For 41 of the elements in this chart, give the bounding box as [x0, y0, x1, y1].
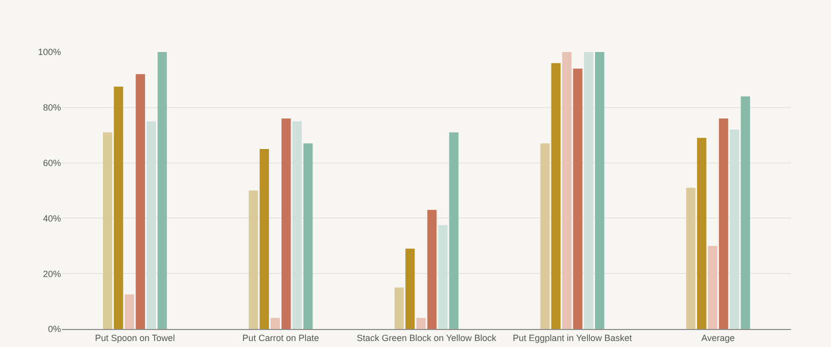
bar [303, 143, 313, 329]
bar [740, 96, 750, 329]
bar [416, 318, 426, 329]
bar [146, 121, 156, 329]
bar [282, 118, 291, 329]
bar [136, 74, 146, 329]
bar [584, 52, 594, 329]
bar [248, 190, 258, 329]
bar [394, 287, 404, 329]
bar [292, 121, 302, 329]
x-tick-label: Stack Green Block on Yellow Block [356, 332, 497, 343]
bar [562, 52, 572, 329]
bar [551, 63, 561, 329]
y-tick-label: 60% [42, 158, 61, 168]
x-tick-label: Put Eggplant in Yellow Basket [512, 332, 632, 343]
bar [708, 246, 718, 329]
bar [158, 52, 167, 329]
bar [686, 188, 696, 329]
x-tick-label: Put Carrot on Plate [242, 332, 319, 343]
bar [438, 225, 448, 329]
bar [405, 248, 415, 329]
bar [730, 130, 740, 329]
bar [270, 318, 280, 329]
bar [540, 143, 550, 329]
bar [573, 68, 582, 329]
bar [427, 210, 437, 329]
y-tick-label: 100% [38, 47, 61, 58]
bar [449, 132, 458, 329]
bar [697, 138, 706, 329]
bar [102, 132, 112, 329]
bar [114, 86, 124, 329]
bar [594, 52, 604, 329]
x-tick-label: Put Spoon on Towel [94, 332, 175, 343]
bar [718, 118, 728, 329]
bar [124, 294, 134, 329]
bar [260, 148, 269, 329]
y-tick-label: 40% [42, 213, 61, 224]
y-tick-label: 20% [42, 268, 61, 279]
y-tick-label: 0% [48, 324, 61, 334]
y-tick-label: 80% [42, 102, 61, 113]
x-tick-label: Average [701, 332, 735, 343]
